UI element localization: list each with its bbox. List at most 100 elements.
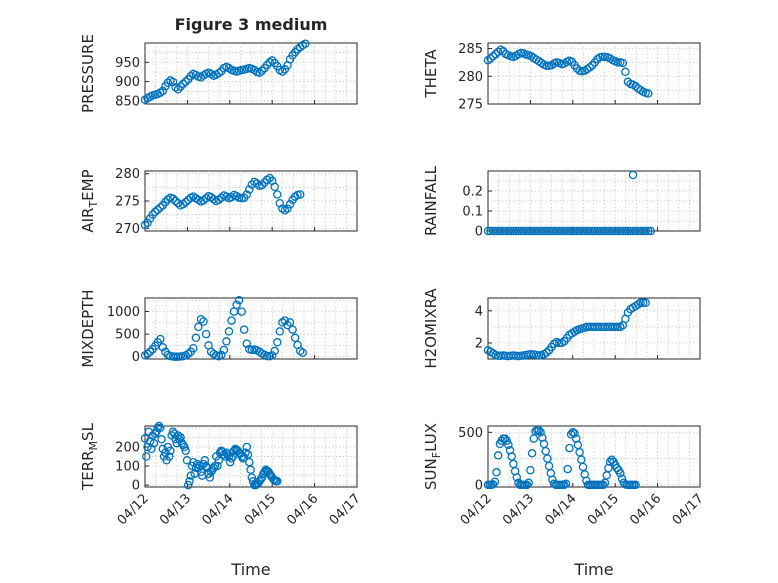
x-axis-label-left: Time xyxy=(230,560,270,579)
data-point xyxy=(290,333,300,343)
data-point xyxy=(566,430,576,439)
x-tick-label: 04/17 xyxy=(327,491,364,528)
data-point xyxy=(275,327,285,336)
data-point xyxy=(201,461,211,471)
data-point xyxy=(618,58,628,68)
data-point xyxy=(200,456,210,465)
x-axis-label-right: Time xyxy=(573,560,613,579)
data-point xyxy=(150,207,160,217)
y-axis-label-air_temp: AIRTEMP xyxy=(79,169,100,232)
data-point xyxy=(214,195,224,205)
y-tick-label: 280 xyxy=(115,167,140,182)
data-point xyxy=(568,428,578,437)
subplot-air_temp: 270 275 280 AIRTEMP xyxy=(79,167,358,237)
x-tick-label: 04/16 xyxy=(284,491,321,528)
y-tick-label: 275 xyxy=(458,98,483,113)
x-tick-label: 04/15 xyxy=(585,491,622,528)
data-point xyxy=(189,343,198,353)
data-point xyxy=(542,61,551,70)
data-point xyxy=(166,446,175,456)
data-point xyxy=(161,197,170,207)
y-tick-label: 500 xyxy=(458,426,483,441)
data-point xyxy=(157,435,166,444)
data-point xyxy=(536,428,545,437)
data-point xyxy=(561,479,571,489)
data-point xyxy=(219,345,229,355)
data-point xyxy=(237,307,246,316)
axes-frame xyxy=(144,42,358,105)
x-tick-label: 04/16 xyxy=(627,491,664,528)
data-point xyxy=(156,423,165,433)
data-point xyxy=(502,436,511,445)
data-point xyxy=(621,67,630,77)
y-axis-label-sun_flux: SUNFLUX xyxy=(422,423,443,490)
y-axis-label-rainfall: RAINFALL xyxy=(422,165,440,236)
data-point xyxy=(636,298,645,308)
data-point xyxy=(257,180,267,190)
data-point xyxy=(191,333,201,343)
data-point xyxy=(176,433,185,442)
y-tick-label: 280 xyxy=(458,70,483,85)
data-point xyxy=(492,468,501,477)
data-point xyxy=(273,477,282,486)
data-point xyxy=(613,322,622,332)
data-point xyxy=(173,431,183,440)
data-point xyxy=(488,52,498,61)
data-point xyxy=(616,469,625,478)
data-point xyxy=(247,473,257,482)
data-point xyxy=(185,477,194,486)
data-point xyxy=(295,190,305,199)
data-point xyxy=(194,322,203,332)
data-point xyxy=(205,473,215,482)
data-point xyxy=(267,351,277,360)
data-point xyxy=(164,452,174,461)
data-point xyxy=(142,452,151,461)
data-point xyxy=(241,448,250,457)
data-point xyxy=(486,54,495,63)
data-point xyxy=(500,434,510,443)
data-point xyxy=(493,451,503,460)
data-point xyxy=(242,190,252,199)
x-tick-label: 04/13 xyxy=(500,491,537,528)
data-point xyxy=(143,349,152,359)
data-point xyxy=(222,337,231,346)
data-point xyxy=(168,194,178,204)
data-point xyxy=(255,68,264,77)
data-point xyxy=(149,438,159,448)
data-point xyxy=(156,88,165,98)
subplots-container: 850 900 950 PRESSURE 275 280 285 THETA 270 275 280… xyxy=(79,34,707,528)
data-point xyxy=(145,347,155,357)
data-point xyxy=(504,440,513,450)
y-tick-label: 275 xyxy=(115,195,140,210)
data-point xyxy=(644,89,653,98)
figure-title: Figure 3 medium xyxy=(175,15,328,34)
data-point xyxy=(267,56,277,65)
x-tick-label: 04/15 xyxy=(242,491,279,528)
data-point xyxy=(158,86,168,96)
y-axis-label-theta: THETA xyxy=(422,49,440,99)
y-tick-label: 900 xyxy=(115,75,140,90)
data-point xyxy=(224,63,234,73)
data-point xyxy=(278,67,287,76)
data-point xyxy=(168,77,178,87)
data-point xyxy=(526,465,535,475)
x-tick-label: 04/13 xyxy=(157,491,194,528)
data-point xyxy=(234,296,244,305)
data-point xyxy=(565,443,574,453)
data-point xyxy=(265,173,274,183)
data-point xyxy=(228,452,238,461)
x-tick-label: 04/14 xyxy=(200,491,237,528)
data-point xyxy=(646,226,656,236)
data-point xyxy=(641,226,650,236)
data-point xyxy=(542,348,551,357)
data-point xyxy=(154,421,164,431)
data-point xyxy=(599,480,608,490)
y-tick-label: 850 xyxy=(115,94,140,109)
data-point xyxy=(153,423,162,433)
data-point xyxy=(554,338,564,348)
data-point xyxy=(183,349,193,359)
data-point xyxy=(227,454,236,463)
data-point xyxy=(527,449,537,458)
data-point xyxy=(196,467,206,477)
